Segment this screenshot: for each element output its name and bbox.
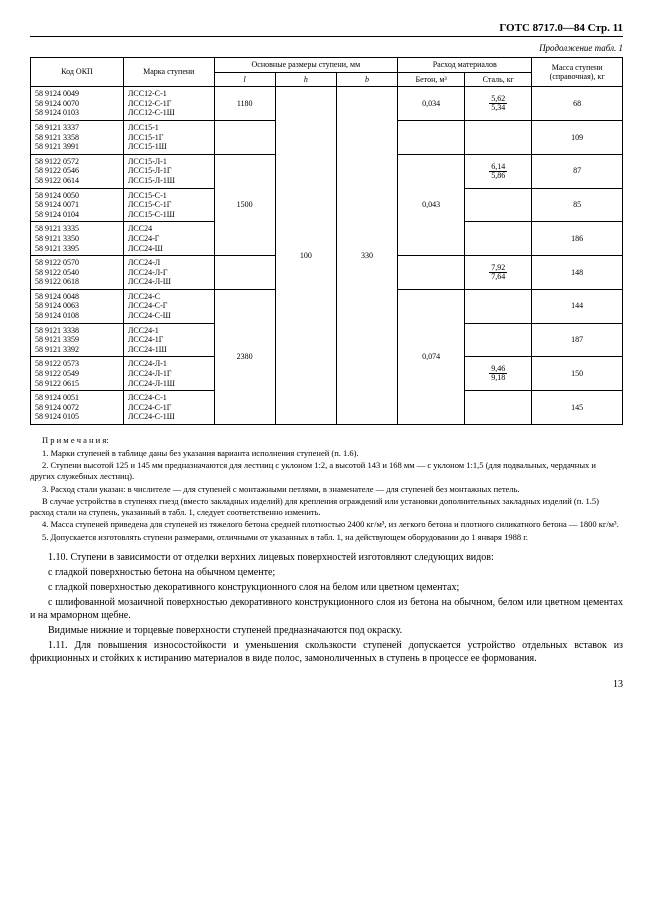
note-2: 2. Ступени высотой 125 и 145 мм предназн…: [30, 460, 623, 481]
cell-stal: [465, 120, 532, 154]
th-h: h: [275, 72, 336, 87]
cell-mark: ЛСС24-ЛЛСС24-Л-ГЛСС24-Л-Ш: [123, 256, 214, 290]
th-consumption: Расход материалов: [398, 58, 532, 73]
cell-okp: 58 9124 005158 9124 007258 9124 0105: [31, 391, 124, 425]
th-dims: Основные размеры ступени, мм: [214, 58, 398, 73]
cell-mass: 109: [532, 120, 623, 154]
cell-stal: 5,625,34: [465, 87, 532, 121]
cell-mass: 186: [532, 222, 623, 256]
notes-block: П р и м е ч а н и я: 1. Марки ступеней в…: [30, 435, 623, 543]
cell-beton: [398, 120, 465, 154]
body-p5: Видимые нижние и торцевые поверхности ст…: [30, 624, 623, 637]
cell-l: 1180: [214, 87, 275, 121]
table-continuation: Продолжение табл. 1: [30, 43, 623, 53]
cell-h: 100: [275, 87, 336, 425]
cell-okp: 58 9122 057358 9122 054958 9122 0615: [31, 357, 124, 391]
page-header: ГОТС 8717.0—84 Стр. 11: [30, 22, 623, 34]
cell-mass: 148: [532, 256, 623, 290]
th-stal: Сталь, кг: [465, 72, 532, 87]
cell-okp: 58 9122 057258 9122 054658 9122 0614: [31, 154, 124, 188]
th-okp: Код ОКП: [31, 58, 124, 87]
cell-okp: 58 9121 333558 9121 335058 9121 3395: [31, 222, 124, 256]
cell-okp: 58 9122 057058 9122 054058 9122 0618: [31, 256, 124, 290]
cell-stal: 9,469,18: [465, 357, 532, 391]
cell-okp: 58 9124 004958 9124 007058 9124 0103: [31, 87, 124, 121]
cell-beton: [398, 256, 465, 290]
cell-l: [214, 120, 275, 154]
header-rule: [30, 36, 623, 37]
cell-mark: ЛСС24-Л-1ЛСС24-Л-1ГЛСС24-Л-1Ш: [123, 357, 214, 391]
cell-mark: ЛСС15-1ЛСС15-1ГЛСС15-1Ш: [123, 120, 214, 154]
data-table: Код ОКП Марка ступени Основные размеры с…: [30, 57, 623, 425]
cell-b: 330: [336, 87, 397, 425]
body-p6: 1.11. Для повышения износостойкости и ум…: [30, 639, 623, 665]
cell-okp: 58 9121 333758 9121 335858 9121 3991: [31, 120, 124, 154]
document-page: ГОТС 8717.0—84 Стр. 11 Продолжение табл.…: [0, 0, 653, 690]
cell-okp: 58 9124 005058 9124 007158 9124 0104: [31, 188, 124, 222]
note-4: 4. Масса ступеней приведена для ступеней…: [30, 519, 623, 530]
cell-stal: [465, 222, 532, 256]
cell-mark: ЛСС24-СЛСС24-С-ГЛСС24-С-Ш: [123, 289, 214, 323]
cell-stal: 7,927,64: [465, 256, 532, 290]
cell-mass: 144: [532, 289, 623, 323]
cell-mass: 145: [532, 391, 623, 425]
cell-stal: 6,145,86: [465, 154, 532, 188]
body-p1: 1.10. Ступени в зависимости от отделки в…: [30, 551, 623, 564]
note-3a: В случае устройства в ступенях гнезд (вм…: [30, 496, 623, 517]
cell-stal: [465, 289, 532, 323]
note-5: 5. Допускается изготовлять ступени разме…: [30, 532, 623, 543]
note-3: 3. Расход стали указан: в числителе — дл…: [30, 484, 623, 495]
cell-l: 1500: [214, 154, 275, 255]
cell-mark: ЛСС24-1ЛСС24-1ГЛСС24-1Ш: [123, 323, 214, 357]
th-b: b: [336, 72, 397, 87]
th-mark: Марка ступени: [123, 58, 214, 87]
cell-stal: [465, 188, 532, 222]
cell-beton: 0,034: [398, 87, 465, 121]
note-1: 1. Марки ступеней в таблице даны без ука…: [30, 448, 623, 459]
cell-l: 2380: [214, 289, 275, 424]
cell-l: [214, 256, 275, 290]
cell-mark: ЛСС24-С-1ЛСС24-С-1ГЛСС24-С-1Ш: [123, 391, 214, 425]
th-beton: Бетон, м³: [398, 72, 465, 87]
cell-okp: 58 9121 333858 9121 335958 9121 3392: [31, 323, 124, 357]
th-mass: Масса ступени (справочная), кг: [532, 58, 623, 87]
cell-mark: ЛСС12-С-1ЛСС12-С-1ГЛСС12-С-1Ш: [123, 87, 214, 121]
body-p4: с шлифованной мозаичной поверхностью дек…: [30, 596, 623, 622]
cell-beton: 0,043: [398, 154, 465, 255]
notes-title: П р и м е ч а н и я:: [30, 435, 623, 446]
cell-mass: 187: [532, 323, 623, 357]
body-text: 1.10. Ступени в зависимости от отделки в…: [30, 551, 623, 665]
cell-beton: 0,074: [398, 289, 465, 424]
cell-mass: 150: [532, 357, 623, 391]
table-row: 58 9124 004958 9124 007058 9124 0103ЛСС1…: [31, 87, 623, 121]
cell-mark: ЛСС15-Л-1ЛСС15-Л-1ГЛСС15-Л-1Ш: [123, 154, 214, 188]
cell-mark: ЛСС24ЛСС24-ГЛСС24-Ш: [123, 222, 214, 256]
cell-mass: 85: [532, 188, 623, 222]
cell-mark: ЛСС15-С-1ЛСС15-С-1ГЛСС15-С-1Ш: [123, 188, 214, 222]
body-p2: с гладкой поверхностью бетона на обычном…: [30, 566, 623, 579]
cell-mass: 68: [532, 87, 623, 121]
th-l: l: [214, 72, 275, 87]
body-p3: с гладкой поверхностью декоративного кон…: [30, 581, 623, 594]
cell-stal: [465, 391, 532, 425]
cell-stal: [465, 323, 532, 357]
cell-mass: 87: [532, 154, 623, 188]
cell-okp: 58 9124 004858 9124 006358 9124 0108: [31, 289, 124, 323]
page-number: 13: [30, 679, 623, 690]
